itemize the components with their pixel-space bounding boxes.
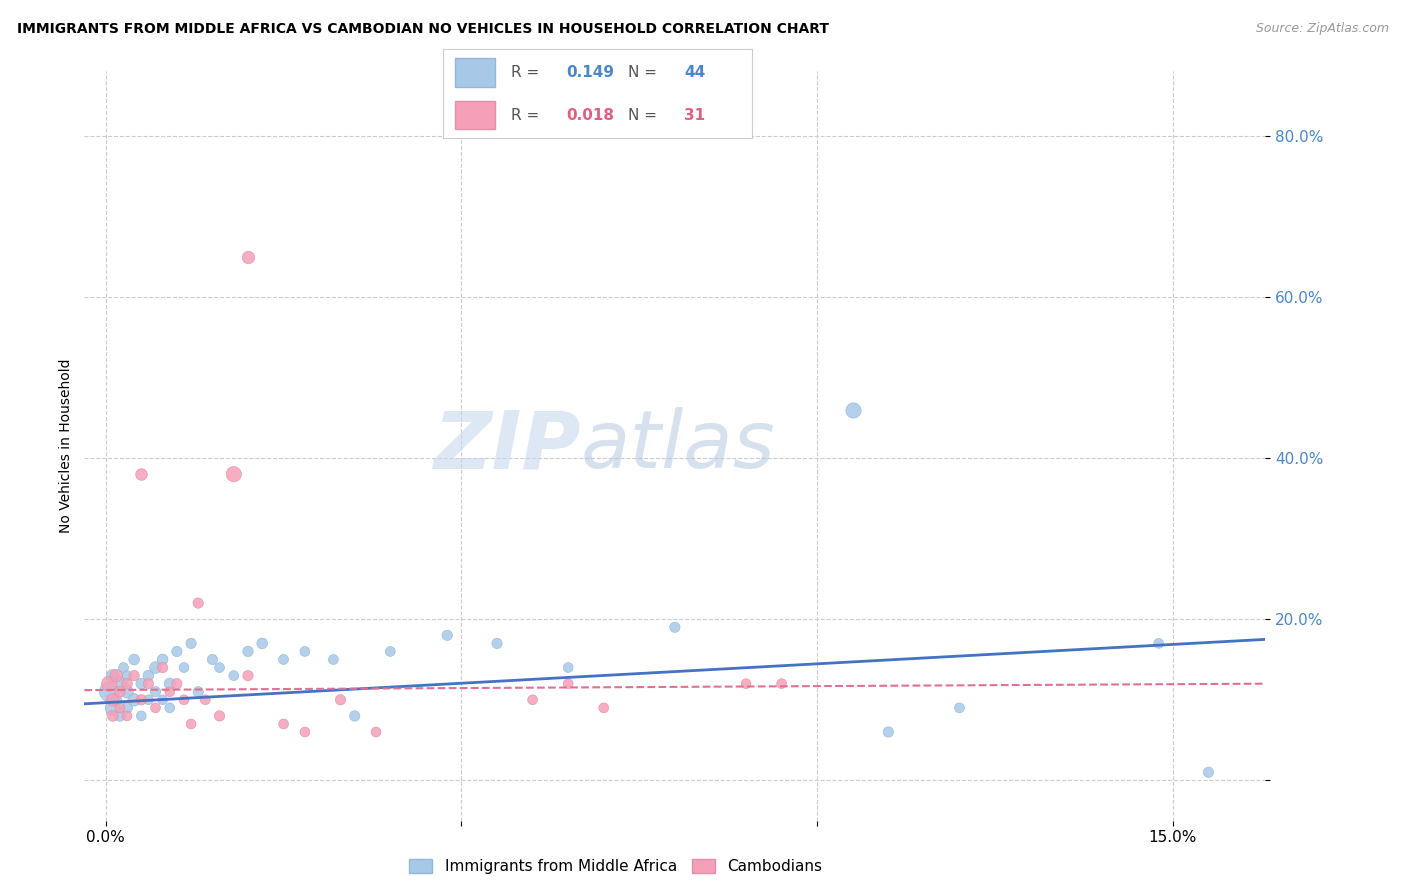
Point [166,676,188,690]
Point [152,652,174,666]
Point [770,676,793,690]
Text: 31: 31 [685,108,706,122]
Point [842,402,865,417]
Point [877,725,900,739]
Point [380,644,402,658]
FancyBboxPatch shape [456,58,495,87]
Point [152,693,174,707]
Point [208,709,231,723]
Point [115,701,138,715]
Point [329,693,352,707]
Point [1198,765,1220,780]
Point [129,467,152,482]
Point [145,701,167,715]
Legend: Immigrants from Middle Africa, Cambodians: Immigrants from Middle Africa, Cambodian… [404,853,828,880]
Text: N =: N = [628,65,662,79]
Text: ZIP: ZIP [433,407,581,485]
Point [294,725,316,739]
Point [159,701,181,715]
Point [485,636,508,650]
Point [122,693,145,707]
FancyBboxPatch shape [456,101,495,129]
Point [98,684,121,698]
Point [322,652,344,666]
Point [194,693,217,707]
Point [173,693,195,707]
Text: IMMIGRANTS FROM MIDDLE AFRICA VS CAMBODIAN NO VEHICLES IN HOUSEHOLD CORRELATION : IMMIGRANTS FROM MIDDLE AFRICA VS CAMBODI… [17,22,830,37]
Point [1147,636,1170,650]
Point [101,709,124,723]
Point [108,676,131,690]
Point [236,668,259,682]
Point [180,636,202,650]
Point [115,709,138,723]
Point [112,660,135,674]
Point [101,668,124,682]
Point [187,684,209,698]
Point [166,644,188,658]
Text: 0.149: 0.149 [567,65,614,79]
Point [145,684,167,698]
Point [129,709,152,723]
Point [273,717,295,731]
Point [115,668,138,682]
Point [122,668,145,682]
Point [222,668,245,682]
Point [364,725,387,739]
Point [101,701,124,715]
Point [129,676,152,690]
Text: atlas: atlas [581,407,775,485]
Point [108,701,131,715]
Point [101,693,124,707]
Point [201,652,224,666]
Point [138,668,160,682]
Point [115,684,138,698]
Text: R =: R = [510,108,544,122]
Point [159,684,181,698]
Text: Source: ZipAtlas.com: Source: ZipAtlas.com [1256,22,1389,36]
Point [236,250,259,264]
Text: 0.018: 0.018 [567,108,614,122]
Point [187,596,209,610]
Point [138,693,160,707]
Point [152,660,174,674]
Point [592,701,614,715]
Text: R =: R = [510,65,544,79]
Point [180,717,202,731]
Point [208,660,231,674]
Point [522,693,544,707]
Point [98,676,121,690]
Point [115,676,138,690]
Point [129,693,152,707]
Point [557,676,579,690]
Point [436,628,458,642]
Point [105,693,128,707]
Y-axis label: No Vehicles in Household: No Vehicles in Household [59,359,73,533]
Text: 44: 44 [685,65,706,79]
Point [108,684,131,698]
Point [557,660,579,674]
Point [735,676,758,690]
Point [122,652,145,666]
Point [138,676,160,690]
Point [236,644,259,658]
Text: N =: N = [628,108,662,122]
Point [273,652,295,666]
Point [105,668,128,682]
Point [252,636,274,650]
Point [343,709,366,723]
Point [664,620,686,634]
Point [159,676,181,690]
Point [948,701,970,715]
Point [222,467,245,482]
Point [294,644,316,658]
Point [173,660,195,674]
Point [145,660,167,674]
Point [108,709,131,723]
